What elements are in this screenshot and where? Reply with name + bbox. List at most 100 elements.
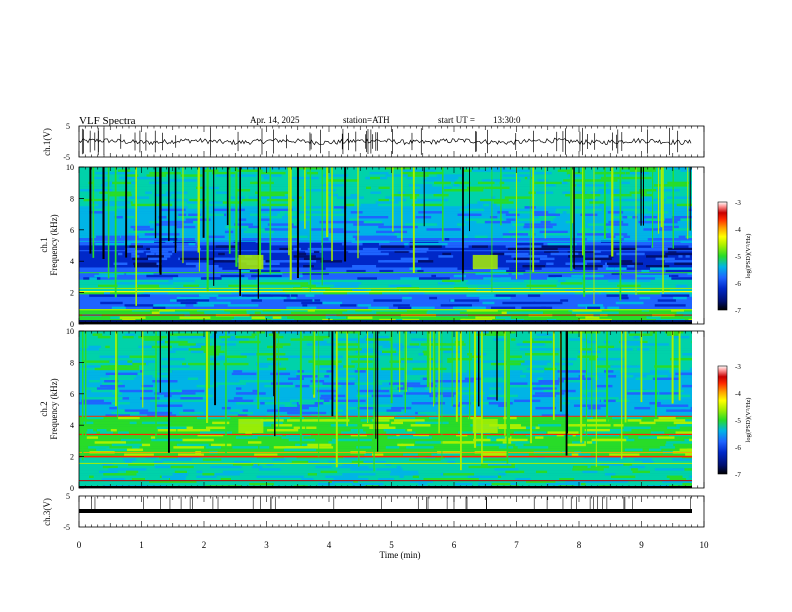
sferic-streak (289, 167, 292, 280)
spectrogram-cell (351, 360, 373, 364)
spectrogram-cell (81, 421, 94, 425)
spectrogram-cell (298, 216, 305, 219)
spectrogram-cell (385, 463, 392, 467)
x-tick-1: 1 (139, 540, 144, 550)
spectrogram-cell (418, 353, 430, 356)
spectrogram-cell (547, 277, 571, 280)
colorbar-ch2-tick-2: -5 (735, 417, 741, 425)
spectrogram-cell (637, 348, 650, 351)
spectrogram-cell (296, 196, 302, 200)
spectrogram-cell (331, 480, 354, 484)
spectrogram-cell (204, 311, 231, 315)
spectrogram-cell (120, 438, 142, 442)
spectrogram-cell (424, 223, 434, 227)
spectrogram-cell (350, 211, 363, 214)
spectrogram-cell (606, 399, 616, 403)
spectrogram-cell (646, 375, 668, 378)
spectrogram-cell (307, 473, 317, 476)
spectrogram-cell (509, 267, 542, 271)
spectrogram-cell (619, 294, 628, 298)
spectrogram-cell (180, 397, 203, 400)
spectrogram-cell (137, 284, 160, 288)
spectrogram-cell (534, 181, 562, 185)
spectrogram-band (79, 220, 692, 224)
spectrogram-cell (586, 419, 609, 422)
spectrogram-cell (111, 306, 126, 310)
spectrogram-cell (494, 272, 509, 276)
spectrogram-cell (455, 482, 473, 486)
spectrogram-line (79, 314, 692, 316)
spectrogram-cell (453, 274, 467, 278)
spectrogram-cell (254, 453, 278, 457)
spectrogram-cell (88, 380, 100, 383)
spectrogram-cell (171, 247, 201, 251)
spectrogram-cell (611, 272, 622, 276)
spectrogram-cell (397, 306, 412, 310)
spectrogram-cell (261, 203, 289, 207)
spectrogram-band (79, 406, 692, 410)
spectrogram-cell (124, 304, 156, 307)
spectrogram-cell (506, 453, 529, 457)
spectrogram-cell (380, 245, 405, 249)
spectrogram-cell (469, 355, 483, 359)
spectrogram-cell (386, 409, 402, 413)
spectrogram-cell (465, 213, 482, 217)
spectrogram-cell (657, 436, 675, 440)
spectrogram-cell (356, 446, 372, 449)
spectrogram-cell (125, 174, 139, 178)
spectrogram-cell (678, 228, 692, 231)
spectrogram-cell (264, 402, 292, 405)
spectrogram-cell (278, 367, 287, 371)
spectrogram-cell (502, 441, 518, 444)
sferic-streak (357, 167, 359, 259)
spectrogram-cell (511, 255, 526, 258)
sferic-streak (678, 331, 681, 401)
spectrogram-line (79, 455, 692, 458)
spectrogram-cell (188, 348, 221, 351)
spectrogram-cell (378, 186, 390, 190)
spectrogram-cell (323, 291, 348, 295)
spectrogram-cell (541, 414, 569, 418)
spectrogram-cell (268, 409, 303, 413)
spectrogram-cell (400, 289, 418, 293)
spectrogram-cell (173, 240, 196, 244)
spectrogram-cell (518, 218, 551, 222)
spectrogram-cell (230, 409, 240, 413)
spectrogram-cell (170, 333, 202, 337)
spectrogram-cell (233, 240, 256, 244)
spectrogram-cell (255, 397, 277, 400)
spectrogram-cell (673, 421, 692, 425)
spectrogram-cell (653, 419, 686, 422)
spectrogram-cell (266, 414, 288, 418)
spectrogram-cell (353, 220, 367, 224)
sferic-streak (619, 167, 622, 301)
spectrogram-cell (666, 196, 692, 200)
spectrogram-cell (196, 475, 217, 479)
spectrogram-cell (370, 191, 382, 195)
spectrogram-cell (572, 468, 604, 471)
spectrogram-cell (506, 218, 516, 222)
spectrogram-line (79, 250, 692, 252)
spectrogram-cell (301, 301, 323, 305)
spectrogram-cell (408, 291, 425, 295)
spectrogram-cell (503, 169, 534, 173)
spectrogram-cell (306, 426, 317, 430)
spectrogram-cell (468, 465, 501, 469)
sferic-streak (197, 167, 200, 253)
spectrogram-cell (650, 267, 680, 271)
spectrogram-cell (318, 301, 326, 305)
spectrogram-cell (655, 257, 675, 261)
spectrogram-cell (207, 201, 223, 205)
spectrogram-cell (181, 397, 192, 400)
sferic-streak (335, 331, 338, 468)
spectrogram-cell (427, 309, 461, 312)
spectrogram-cell (490, 279, 524, 283)
spectrogram-cell (99, 355, 130, 359)
spectrogram-cell (500, 269, 526, 273)
spectrogram-cell (375, 201, 399, 205)
spectrogram-band (79, 316, 692, 320)
spectrogram-cell (409, 480, 434, 484)
spectrogram-cell (231, 291, 259, 295)
spectrogram-band (79, 453, 692, 457)
spectrogram-cell (295, 443, 314, 447)
